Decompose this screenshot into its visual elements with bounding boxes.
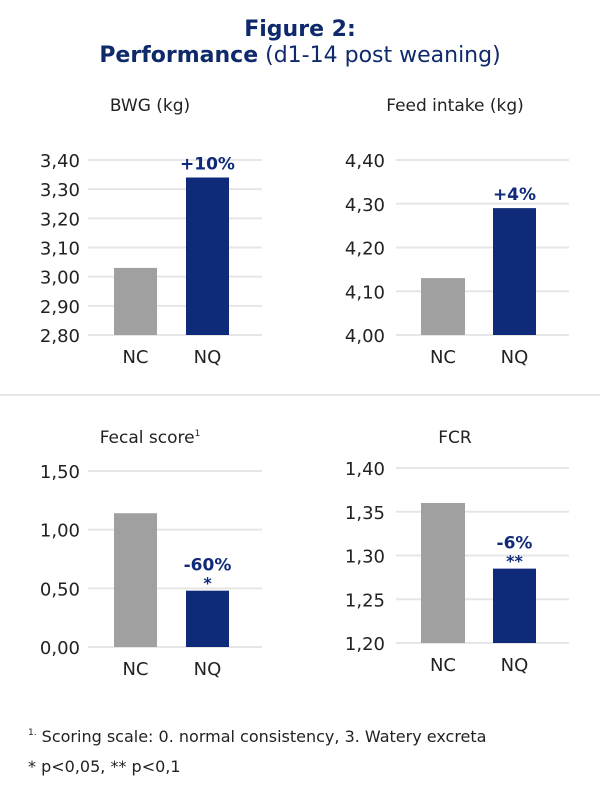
- chart-title: FCR: [438, 428, 472, 448]
- bar-nq: [493, 568, 536, 643]
- chart-title: Feed intake (kg): [386, 96, 524, 116]
- x-category-label: NC: [122, 347, 148, 368]
- y-tick-label: 1,30: [345, 547, 385, 568]
- y-tick-label: 3,40: [40, 151, 80, 172]
- significance-marker: *: [203, 574, 212, 593]
- footnote-scoring: 1. Scoring scale: 0. normal consistency,…: [28, 727, 486, 746]
- bar-nq: [186, 177, 229, 335]
- y-tick-label: 3,30: [40, 180, 80, 201]
- y-tick-label: 1,25: [345, 590, 385, 611]
- bar-nq: [493, 208, 536, 335]
- y-tick-label: 3,20: [40, 209, 80, 230]
- y-tick-label: 3,00: [40, 268, 80, 289]
- change-annotation: +10%: [180, 155, 235, 175]
- y-tick-label: 4,30: [345, 195, 385, 216]
- x-category-label: NC: [122, 659, 148, 680]
- chart-title-superscript: 1: [195, 429, 201, 439]
- y-tick-label: 4,40: [345, 151, 385, 172]
- figure-title: Figure 2:: [244, 17, 356, 42]
- y-tick-label: 1,20: [345, 634, 385, 655]
- y-tick-label: 1,00: [40, 521, 80, 542]
- bar-nc: [421, 503, 465, 643]
- y-tick-label: 1,40: [345, 459, 385, 480]
- y-tick-label: 3,10: [40, 239, 80, 260]
- y-tick-label: 0,00: [40, 638, 80, 659]
- footnote-significance: * p<0,05, ** p<0,1: [28, 757, 181, 776]
- change-annotation: +4%: [493, 185, 536, 205]
- y-tick-label: 1,35: [345, 503, 385, 524]
- bar-nc: [114, 267, 157, 335]
- bar-nq: [186, 590, 229, 647]
- figure-subtitle: Performance (d1-14 post weaning): [0, 43, 600, 69]
- chart-title: Fecal score1: [100, 428, 201, 448]
- y-tick-label: 4,10: [345, 282, 385, 303]
- change-annotation: -60%: [184, 556, 232, 576]
- x-category-label: NQ: [194, 659, 222, 680]
- charts-canvas: BWG (kg) 2,80 2,90 3,00 3,10 3,20 3,30 3,40 NC NQ…: [40, 96, 569, 680]
- y-tick-label: 2,80: [40, 326, 80, 347]
- x-category-label: NQ: [501, 655, 529, 676]
- x-category-label: NC: [430, 655, 456, 676]
- y-tick-label: 0,50: [40, 579, 80, 600]
- x-category-label: NC: [430, 347, 456, 368]
- figure-subtitle-bold: Performance: [99, 43, 259, 68]
- y-tick-label: 1,50: [40, 462, 80, 483]
- significance-marker: **: [506, 552, 523, 571]
- y-tick-label: 4,00: [345, 326, 385, 347]
- chart-title: BWG (kg): [110, 96, 190, 116]
- x-category-label: NQ: [501, 347, 529, 368]
- footnote-marker: 1.: [28, 728, 37, 738]
- section-divider: [0, 394, 600, 396]
- footnote-scoring-text: Scoring scale: 0. normal consistency, 3.…: [36, 727, 487, 746]
- bar-nc: [114, 513, 157, 647]
- x-category-label: NQ: [194, 347, 222, 368]
- change-annotation: -6%: [497, 534, 533, 554]
- figure-subtitle-rest: (d1-14 post weaning): [258, 43, 501, 68]
- bar-nc: [421, 278, 465, 335]
- y-tick-label: 4,20: [345, 239, 385, 260]
- y-tick-label: 2,90: [40, 297, 80, 318]
